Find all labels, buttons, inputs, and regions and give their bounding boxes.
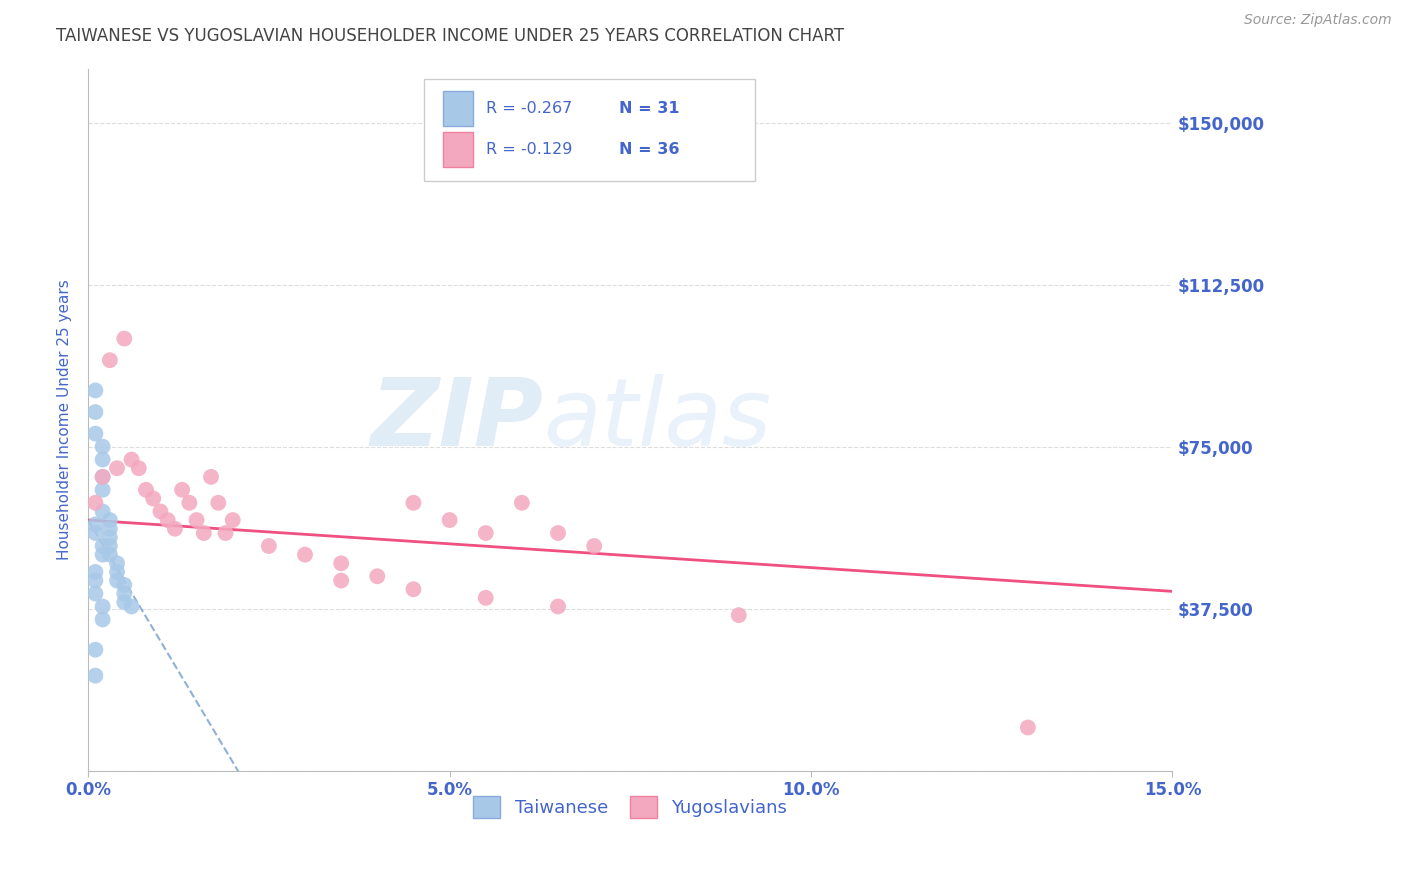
Point bbox=[474, 591, 496, 605]
Point bbox=[112, 595, 135, 609]
Point bbox=[98, 522, 121, 536]
Point bbox=[84, 426, 107, 441]
Point bbox=[149, 504, 172, 518]
Point bbox=[222, 513, 245, 527]
Point bbox=[112, 586, 135, 600]
Text: ZIP: ZIP bbox=[371, 374, 544, 466]
Point bbox=[84, 526, 107, 541]
Point bbox=[91, 548, 114, 562]
Point bbox=[366, 569, 388, 583]
Point bbox=[84, 586, 107, 600]
Point bbox=[112, 578, 135, 592]
Point bbox=[84, 642, 107, 657]
Point bbox=[98, 353, 121, 368]
Text: N = 31: N = 31 bbox=[620, 101, 681, 116]
Legend: Taiwanese, Yugoslavians: Taiwanese, Yugoslavians bbox=[467, 789, 794, 825]
Point bbox=[439, 513, 461, 527]
Point bbox=[402, 496, 425, 510]
Text: TAIWANESE VS YUGOSLAVIAN HOUSEHOLDER INCOME UNDER 25 YEARS CORRELATION CHART: TAIWANESE VS YUGOSLAVIAN HOUSEHOLDER INC… bbox=[56, 27, 845, 45]
Text: R = -0.267: R = -0.267 bbox=[486, 101, 572, 116]
Point bbox=[91, 612, 114, 626]
Point bbox=[257, 539, 280, 553]
Point bbox=[547, 526, 569, 541]
Point bbox=[1017, 721, 1039, 735]
Point bbox=[330, 556, 353, 570]
Point bbox=[121, 452, 143, 467]
Point bbox=[583, 539, 606, 553]
Point bbox=[330, 574, 353, 588]
Point bbox=[105, 574, 128, 588]
Point bbox=[112, 332, 135, 346]
Point bbox=[91, 452, 114, 467]
Point bbox=[474, 526, 496, 541]
Point bbox=[193, 526, 215, 541]
Point bbox=[200, 470, 222, 484]
Point bbox=[98, 513, 121, 527]
Point bbox=[179, 496, 201, 510]
Point bbox=[186, 513, 208, 527]
Point bbox=[142, 491, 165, 506]
Point bbox=[91, 504, 114, 518]
Text: Source: ZipAtlas.com: Source: ZipAtlas.com bbox=[1244, 13, 1392, 28]
Point bbox=[84, 517, 107, 532]
Point bbox=[91, 470, 114, 484]
Point bbox=[135, 483, 157, 497]
Point bbox=[172, 483, 194, 497]
Point bbox=[98, 539, 121, 553]
Point bbox=[294, 548, 316, 562]
Point bbox=[510, 496, 533, 510]
Point bbox=[84, 668, 107, 682]
Point bbox=[121, 599, 143, 614]
Point bbox=[84, 405, 107, 419]
Text: atlas: atlas bbox=[544, 374, 772, 465]
Point bbox=[105, 565, 128, 579]
Point bbox=[207, 496, 229, 510]
Bar bbox=[443, 91, 472, 126]
Point bbox=[98, 548, 121, 562]
Y-axis label: Householder Income Under 25 years: Householder Income Under 25 years bbox=[58, 279, 72, 560]
Point bbox=[214, 526, 236, 541]
Point bbox=[91, 470, 114, 484]
Point bbox=[727, 608, 749, 623]
Point bbox=[84, 496, 107, 510]
Text: R = -0.129: R = -0.129 bbox=[486, 142, 572, 157]
Point bbox=[84, 384, 107, 398]
Point bbox=[91, 539, 114, 553]
Point bbox=[84, 565, 107, 579]
Point bbox=[402, 582, 425, 597]
Point bbox=[547, 599, 569, 614]
Bar bbox=[443, 132, 472, 167]
FancyBboxPatch shape bbox=[425, 79, 755, 181]
Point bbox=[91, 440, 114, 454]
Point bbox=[84, 574, 107, 588]
Point bbox=[98, 530, 121, 544]
Point bbox=[105, 556, 128, 570]
Point bbox=[105, 461, 128, 475]
Point bbox=[156, 513, 179, 527]
Point bbox=[128, 461, 150, 475]
Text: N = 36: N = 36 bbox=[620, 142, 681, 157]
Point bbox=[91, 483, 114, 497]
Point bbox=[91, 599, 114, 614]
Point bbox=[163, 522, 186, 536]
